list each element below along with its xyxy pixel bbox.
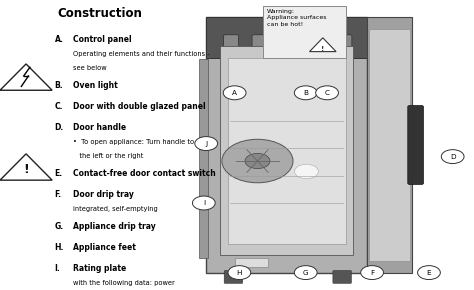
Text: Appliance feet: Appliance feet [73,243,137,252]
Text: Contact-free door contact switch: Contact-free door contact switch [73,169,216,178]
Text: C: C [325,90,329,96]
Text: Door with double glazed panel: Door with double glazed panel [73,102,206,111]
Polygon shape [0,64,52,90]
FancyBboxPatch shape [309,35,323,54]
Circle shape [195,137,218,151]
FancyBboxPatch shape [199,59,208,258]
Circle shape [316,86,338,100]
Circle shape [228,266,251,280]
FancyBboxPatch shape [333,271,351,283]
FancyBboxPatch shape [263,6,346,58]
Text: Door handle: Door handle [73,123,127,132]
Text: the left or the right: the left or the right [73,153,144,160]
Circle shape [192,196,215,210]
Text: integrated, self-emptying: integrated, self-emptying [73,206,158,212]
FancyBboxPatch shape [337,35,352,54]
Text: Construction: Construction [57,7,142,20]
Text: Operating elements and their functions -: Operating elements and their functions - [73,51,210,57]
Text: Door drip tray: Door drip tray [73,190,134,199]
FancyBboxPatch shape [367,17,412,273]
Text: !: ! [23,164,29,176]
FancyBboxPatch shape [369,29,410,261]
Circle shape [294,86,317,100]
Circle shape [361,266,383,280]
FancyBboxPatch shape [228,57,346,244]
Circle shape [441,150,464,164]
Text: C.: C. [55,102,63,111]
Text: Control panel: Control panel [73,35,132,44]
FancyBboxPatch shape [252,35,267,54]
Text: •  To open appliance: Turn handle to: • To open appliance: Turn handle to [73,139,195,145]
Text: Oven light: Oven light [73,81,118,90]
Text: D: D [450,154,456,160]
FancyBboxPatch shape [224,35,238,54]
FancyBboxPatch shape [281,35,295,54]
Text: E: E [427,270,431,275]
Text: Rating plate: Rating plate [73,264,127,273]
Circle shape [245,153,270,169]
Text: D.: D. [55,123,64,132]
Text: Warning:
Appliance surfaces
can be hot!: Warning: Appliance surfaces can be hot! [267,9,327,27]
Polygon shape [0,154,52,180]
Text: G: G [303,270,309,275]
Text: see below: see below [73,65,107,71]
FancyBboxPatch shape [408,106,423,184]
Text: A.: A. [55,35,64,44]
Text: E.: E. [55,169,63,178]
FancyBboxPatch shape [235,258,268,267]
FancyBboxPatch shape [206,17,367,273]
Text: I.: I. [55,264,60,273]
FancyBboxPatch shape [224,271,243,283]
Text: F.: F. [55,190,62,199]
Circle shape [295,164,319,179]
Text: Appliance drip tray: Appliance drip tray [73,222,156,231]
Text: B.: B. [55,81,63,90]
FancyBboxPatch shape [220,46,353,255]
Text: !: ! [321,46,324,52]
Circle shape [294,266,317,280]
FancyBboxPatch shape [206,17,367,58]
Circle shape [222,139,293,183]
Circle shape [418,266,440,280]
Text: G.: G. [55,222,64,231]
Text: I: I [203,200,205,206]
Text: B: B [303,90,308,96]
Text: A: A [232,90,237,96]
Polygon shape [310,38,336,52]
Text: with the following data: power: with the following data: power [73,280,175,286]
Text: H.: H. [55,243,64,252]
Text: H: H [237,270,242,275]
Text: F: F [370,270,374,275]
Circle shape [223,86,246,100]
Text: J: J [205,141,207,146]
